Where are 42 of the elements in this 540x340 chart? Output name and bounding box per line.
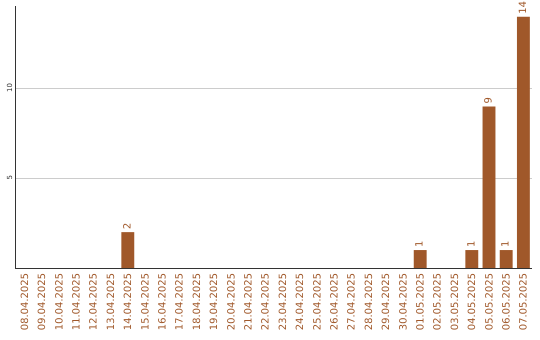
bar bbox=[516, 16, 530, 268]
bar bbox=[500, 250, 513, 268]
x-tick-label: 24.04.2025 bbox=[295, 273, 306, 330]
data-label: 2 bbox=[122, 222, 134, 230]
x-tick-label: 17.04.2025 bbox=[174, 273, 186, 330]
x-tick-label: 22.04.2025 bbox=[260, 273, 272, 330]
x-tick-label: 23.04.2025 bbox=[278, 273, 289, 330]
x-tick-label: 16.04.2025 bbox=[157, 273, 168, 330]
data-label: 9 bbox=[484, 97, 494, 104]
x-tick-label: 04.05.2025 bbox=[467, 273, 478, 330]
bar bbox=[121, 232, 134, 268]
x-tick-label: 21.04.2025 bbox=[243, 273, 254, 330]
x-tick-label: 10.04.2025 bbox=[54, 273, 66, 330]
x-tick-label: 28.04.2025 bbox=[364, 273, 375, 330]
x-tick-label: 06.05.2025 bbox=[501, 273, 512, 330]
x-tick-label: 01.05.2025 bbox=[415, 273, 426, 330]
data-label: 14 bbox=[518, 1, 529, 14]
x-tick-label: 12.04.2025 bbox=[88, 273, 100, 330]
x-tick-label: 18.04.2025 bbox=[192, 273, 203, 330]
x-tick-label: 03.05.2025 bbox=[450, 273, 461, 330]
x-tick-label: 15.04.2025 bbox=[140, 273, 152, 330]
x-tick-label: 29.04.2025 bbox=[381, 273, 392, 330]
data-label: 1 bbox=[500, 240, 512, 248]
x-tick-label: 30.04.2025 bbox=[398, 273, 410, 330]
x-tick-label: 27.04.2025 bbox=[346, 273, 358, 330]
x-tick-label: 05.05.2025 bbox=[484, 273, 496, 330]
data-label: 1 bbox=[466, 240, 478, 248]
x-tick-label: 07.05.2025 bbox=[518, 273, 530, 330]
x-tick-label: 02.05.2025 bbox=[432, 273, 444, 330]
x-tick-label: 19.04.2025 bbox=[209, 273, 220, 330]
x-tick-label: 25.04.2025 bbox=[312, 273, 324, 330]
bar bbox=[482, 106, 496, 268]
x-tick-label: 08.04.2025 bbox=[20, 273, 31, 330]
x-tick-label: 26.04.2025 bbox=[329, 273, 340, 330]
x-tick-label: 20.04.2025 bbox=[226, 273, 238, 330]
x-tick-label: 13.04.2025 bbox=[106, 273, 117, 330]
bar bbox=[414, 250, 427, 268]
x-tick-label: 14.04.2025 bbox=[123, 273, 134, 330]
x-tick-label: 11.04.2025 bbox=[71, 273, 82, 330]
bar bbox=[465, 250, 478, 268]
data-label: 1 bbox=[414, 240, 426, 248]
x-tick-label: 09.04.2025 bbox=[37, 273, 48, 330]
